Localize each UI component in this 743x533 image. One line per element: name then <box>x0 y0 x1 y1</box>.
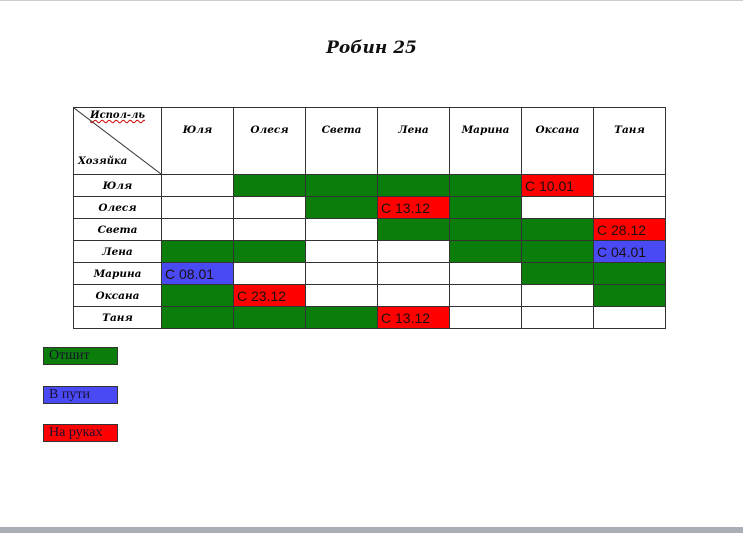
status-cell-hands: С 13.12 <box>377 196 450 219</box>
corner-cell: Испол-ль Хозяйка <box>73 107 162 175</box>
row-header: Олеся <box>73 196 162 219</box>
status-cell-empty <box>593 174 666 197</box>
status-cell-empty <box>449 262 522 285</box>
status-cell-done <box>521 240 594 263</box>
status-cell-done <box>521 218 594 241</box>
table-row: Юля С 10.01 <box>73 174 666 197</box>
status-cell-done <box>305 174 378 197</box>
status-cell-done <box>233 240 306 263</box>
legend-item-transit: В пути <box>43 386 118 404</box>
status-cell-empty <box>593 306 666 329</box>
table-row: Таня С 13.12 <box>73 306 666 329</box>
legend-item-hands: На руках <box>43 424 118 442</box>
status-cell-done <box>449 218 522 241</box>
status-cell-done <box>305 196 378 219</box>
status-cell-empty <box>377 262 450 285</box>
row-header: Марина <box>73 262 162 285</box>
status-cell-empty <box>377 284 450 307</box>
status-cell-empty <box>305 240 378 263</box>
status-cell-done <box>305 306 378 329</box>
status-cell-empty <box>521 306 594 329</box>
status-cell-empty <box>161 218 234 241</box>
status-cell-hands: С 28.12 <box>593 218 666 241</box>
status-cell-done <box>377 174 450 197</box>
status-cell-empty <box>233 262 306 285</box>
status-cell-done <box>593 262 666 285</box>
diagonal-line <box>74 108 161 174</box>
status-cell-done <box>161 306 234 329</box>
status-cell-done <box>377 218 450 241</box>
table-row: Оксана С 23.12 <box>73 284 666 307</box>
status-cell-empty <box>449 284 522 307</box>
status-cell-empty <box>305 284 378 307</box>
corner-top-label: Испол-ль <box>90 110 145 121</box>
column-header: Марина <box>449 107 522 175</box>
status-cell-transit: С 08.01 <box>161 262 234 285</box>
status-cell-hands: С 23.12 <box>233 284 306 307</box>
table-row: Марина С 08.01 <box>73 262 666 285</box>
status-cell-empty <box>305 262 378 285</box>
status-cell-done <box>593 284 666 307</box>
status-cell-empty <box>161 196 234 219</box>
page-title: Робин 25 <box>326 38 417 58</box>
status-cell-empty <box>233 196 306 219</box>
column-header: Света <box>305 107 378 175</box>
status-cell-empty <box>593 196 666 219</box>
table-row: Света С 28.12 <box>73 218 666 241</box>
column-header: Юля <box>161 107 234 175</box>
row-header: Таня <box>73 306 162 329</box>
status-cell-empty <box>377 240 450 263</box>
status-cell-done <box>161 240 234 263</box>
exchange-table: Испол-ль Хозяйка Юля Олеся Света Лена Марина… <box>73 107 666 329</box>
table-row: Лена С 04.01 <box>73 240 666 263</box>
column-header: Оксана <box>521 107 594 175</box>
top-border <box>0 0 743 1</box>
status-cell-empty <box>521 196 594 219</box>
status-cell-empty <box>449 306 522 329</box>
status-cell-empty <box>521 284 594 307</box>
column-header: Таня <box>593 107 666 175</box>
status-cell-transit: С 04.01 <box>593 240 666 263</box>
row-header: Оксана <box>73 284 162 307</box>
status-cell-done <box>449 196 522 219</box>
status-cell-done <box>449 174 522 197</box>
status-cell-empty <box>233 218 306 241</box>
column-header: Лена <box>377 107 450 175</box>
status-cell-done <box>521 262 594 285</box>
status-cell-done <box>449 240 522 263</box>
column-header: Олеся <box>233 107 306 175</box>
table-row: Олеся С 13.12 <box>73 196 666 219</box>
row-header: Лена <box>73 240 162 263</box>
row-header: Света <box>73 218 162 241</box>
corner-bottom-label: Хозяйка <box>78 156 128 167</box>
status-cell-done <box>233 306 306 329</box>
bottom-bar <box>0 527 743 533</box>
header-row: Испол-ль Хозяйка Юля Олеся Света Лена Марина… <box>73 107 666 175</box>
status-cell-empty <box>161 174 234 197</box>
row-header: Юля <box>73 174 162 197</box>
legend-item-done: Отшит <box>43 347 118 365</box>
status-cell-empty <box>305 218 378 241</box>
status-cell-done <box>233 174 306 197</box>
status-cell-hands: С 10.01 <box>521 174 594 197</box>
status-cell-done <box>161 284 234 307</box>
status-cell-hands: С 13.12 <box>377 306 450 329</box>
